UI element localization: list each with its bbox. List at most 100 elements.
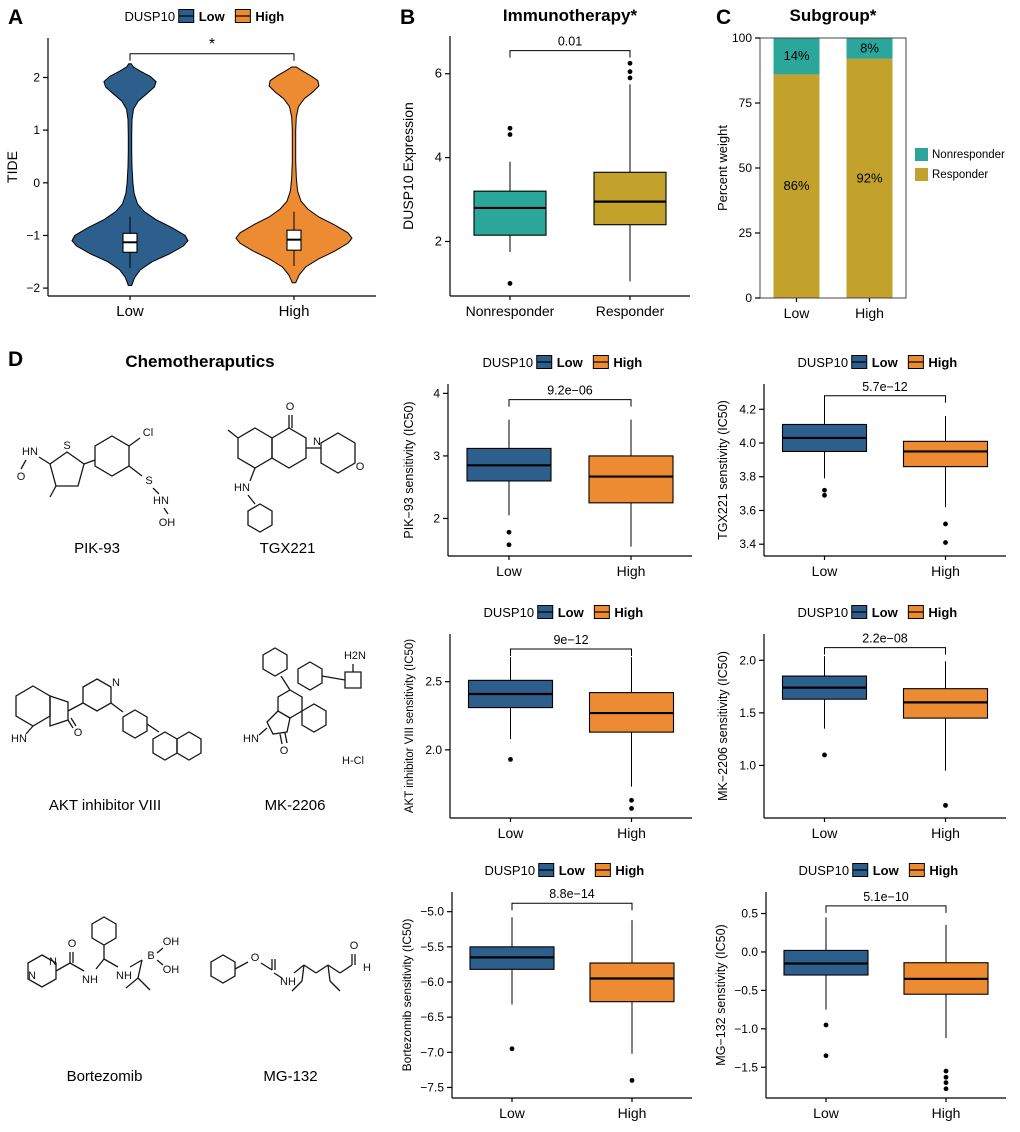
atom-label: NH [116,970,132,982]
violin-high [235,66,353,284]
mg132-sensitivity-chart: 0.5 0.0 −0.5 −1.0 −1.5 Low High MG−132 senstivi… [712,856,1018,1128]
x-category-label: Responder [596,303,665,319]
atom-label: N [112,677,120,689]
p-value-label: 9.2e−06 [547,384,593,398]
molecule-structure-mk-2206: HN O H2N H-Cl [205,632,385,804]
panel-a-violin-chart: −2 −1 0 1 2 Low High TIDE DUSP10 Low High * [2,2,390,332]
y-axis-title: MK−2206 sensitivity (IC50) [716,651,730,801]
y-tick-label: −7.0 [420,1045,444,1059]
significance-bracket: 8.8e−14 [511,887,633,911]
significance-bracket: * [129,36,295,61]
legend-key [915,148,928,161]
y-tick-label: 3.4 [739,537,756,551]
p-value-label: 5.7e−12 [862,380,908,394]
y-tick-label: 4 [433,386,440,400]
significance-bracket: 2.2e−08 [824,632,946,655]
outlier-point [629,806,634,811]
atom-label: Cl [143,427,153,439]
molecule-name-tgx221: TGX221 [259,540,316,557]
boxplot-low [781,402,868,498]
molecule-structure-akt-inhibitor-viii: HN O N [5,640,205,795]
outlier-point [507,281,513,286]
y-tick-label: 4.2 [739,402,756,416]
axes: −2 −1 0 1 2 Low High TIDE [4,38,376,320]
atom-label: N [49,956,57,968]
atom-label: NH [82,974,98,986]
y-tick-label: 0.5 [741,907,758,921]
panel-b-label: B [400,6,416,29]
mk2206-box-svg: 1.0 1.5 2.0 Low High MK−2206 sensitivity (IC5… [716,605,1006,841]
chemotherapeutics-title: Chemotheraputics [125,352,275,371]
outlier-point [823,1053,829,1059]
x-category-label: Low [116,303,144,320]
y-tick-label: −5.5 [420,940,444,954]
x-category-label: Low [812,563,839,579]
boxplot-responder [593,60,667,282]
atom-label: O [280,745,289,757]
legend: DUSP10 Low High [483,605,643,620]
pik93-box-svg: 2 3 4 Low High PIK−93 sensitivity (IC50) DUSP1… [402,355,692,579]
boxplot-high [902,416,989,545]
legend-title: DUSP10 [124,9,175,24]
x-category-label: High [618,1105,647,1121]
boxplot-high [903,925,989,1092]
legend: DUSP10 Low High [482,355,642,370]
atom-label: S [63,440,70,452]
bar-label: 86% [783,178,809,193]
y-tick-label: 0 [745,291,752,305]
legend-label: High [928,355,957,370]
y-tick-label: 2 [33,70,40,84]
violin-low [71,63,189,286]
outlier-point [943,1074,949,1080]
axes: 2 4 6 Nonresponder Responder DUSP10 Expressio… [400,36,690,319]
boxplot-low [466,419,552,548]
atom-label: O [251,952,260,964]
atom-label: B [147,950,154,962]
legend-label: High [613,355,642,370]
legend-label: Low [873,863,900,878]
y-tick-label: −7.5 [420,1080,444,1094]
molecule-structure-bortezomib: N N O NH NH B OH OH [12,903,197,1053]
boxplot-nonresponder [473,125,547,286]
y-axis-title: TGX221 senstivity (IC50) [716,400,730,540]
atom-label: O [68,938,77,950]
outlier-point [822,752,827,758]
legend-title: DUSP10 [797,355,848,370]
immuno-box-svg: 2 4 6 Nonresponder Responder DUSP10 Expressio… [400,6,690,319]
akt-viii-sensitivity-chart: 2.0 2.5 Low High AKT inhibitor VIII sensitiv… [398,598,704,848]
chart-title: Subgroup* [790,6,877,25]
legend-label: Nonresponder [932,149,1005,161]
boxplot-high [588,419,674,547]
y-tick-label: −1.5 [734,1060,758,1074]
x-category-label: High [617,825,646,841]
legend-label: High [928,605,957,620]
boxplot-low [469,917,555,1052]
panel-d-label: D [8,348,24,371]
atom-label: H-Cl [342,755,364,767]
bortezomib-box-svg: −5.0 −5.5 −6.0 −6.5 −7.0 −7.5 Low High Bortezomi… [400,863,692,1121]
legend: DUSP10 Low High [484,863,644,878]
atom-label: O [74,727,83,739]
outlier-point [508,756,513,762]
axes: 1.0 1.5 2.0 Low High MK−2206 sensitivity (IC5… [716,634,1006,841]
atom-label: HN [22,446,38,458]
outlier-point [509,1046,515,1052]
y-axis-title: PIK−93 sensitivity (IC50) [402,401,416,538]
legend-label: High [615,863,644,878]
outlier-point [822,492,827,498]
bar-segment-nonresponder [846,38,893,59]
x-category-label: Nonresponder [466,303,555,319]
legend: DUSP10 Low High [797,605,957,620]
significance-bracket: 5.1e−10 [825,890,947,913]
atom-label: HN [11,733,27,745]
atom-label: O [356,461,365,473]
panel-b-immunotherapy-chart: 2 4 6 Nonresponder Responder DUSP10 Expressio… [398,2,704,330]
x-category-label: High [617,563,646,579]
y-tick-label: −0.5 [734,983,758,997]
molecule-name-pik-93: PIK-93 [74,540,120,557]
y-tick-label: 3 [433,449,440,463]
atom-label: OH [163,936,180,948]
tide-violin-svg: −2 −1 0 1 2 Low High TIDE DUSP10 Low High * [4,9,376,320]
y-tick-label: 25 [739,226,753,240]
p-value-label: 2.2e−08 [862,632,908,646]
